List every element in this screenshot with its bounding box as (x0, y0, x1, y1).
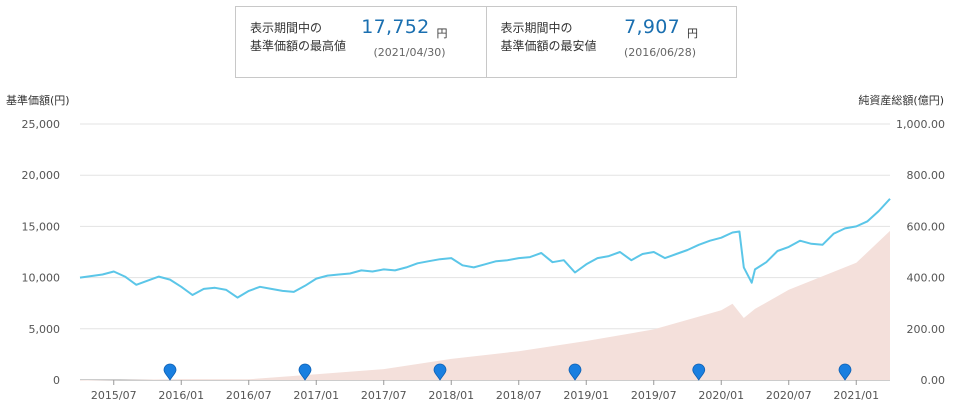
left-tick-label: 0 (53, 374, 60, 387)
marker-pin-icon (433, 363, 447, 381)
x-tick-label: 2017/01 (293, 389, 339, 402)
right-tick-label: 1,000.00 (896, 118, 945, 131)
left-tick-label: 15,000 (22, 220, 61, 233)
x-tick-label: 2020/07 (766, 389, 812, 402)
x-tick-label: 2020/01 (698, 389, 744, 402)
nav-line (79, 198, 891, 299)
marker-pin-icon (838, 363, 852, 381)
right-tick-label: 200.00 (907, 323, 946, 336)
right-tick-label: 0.00 (921, 374, 946, 387)
x-tick-label: 2019/07 (631, 389, 677, 402)
x-tick-label: 2017/07 (361, 389, 407, 402)
x-tick-label: 2016/01 (158, 389, 204, 402)
low-unit: 円 (687, 27, 698, 40)
low-value-cell: 表示期間中の 基準価額の最安値 7,907 円 (2016/06/28) (485, 7, 737, 77)
net-assets-area (80, 230, 890, 381)
x-tick-label: 2016/07 (226, 389, 272, 402)
marker-pin-icon (163, 363, 177, 381)
marker-pin-icon (568, 363, 582, 381)
summary-box: 表示期間中の 基準価額の最高値 17,752 円 (2021/04/30) 表示… (235, 6, 737, 78)
left-tick-label: 5,000 (29, 323, 61, 336)
right-axis-label: 純資産総額(億円) (858, 93, 944, 107)
high-date: (2021/04/30) (373, 46, 446, 59)
marker-pin-icon (298, 363, 312, 381)
high-label: 表示期間中の 基準価額の最高値 (250, 21, 347, 53)
left-axis-label: 基準価額(円) (6, 93, 70, 107)
left-tick-label: 25,000 (22, 118, 61, 131)
right-tick-label: 600.00 (907, 220, 946, 233)
left-tick-label: 10,000 (22, 272, 61, 285)
x-tick-label: 2015/07 (91, 389, 137, 402)
high-value-cell: 表示期間中の 基準価額の最高値 17,752 円 (2021/04/30) (236, 7, 486, 77)
marker-pin-icon (692, 363, 706, 381)
high-value: 17,752 (361, 16, 430, 38)
right-tick-label: 800.00 (907, 169, 946, 182)
x-tick-label: 2018/01 (428, 389, 474, 402)
right-tick-label: 400.00 (907, 272, 946, 285)
x-tick-label: 2021/01 (833, 389, 879, 402)
high-unit: 円 (436, 27, 448, 40)
x-tick-label: 2018/07 (496, 389, 542, 402)
low-value: 7,907 (624, 16, 680, 38)
low-label: 表示期間中の 基準価額の最安値 (500, 21, 597, 53)
x-tick-label: 2019/01 (563, 389, 609, 402)
left-tick-label: 20,000 (22, 169, 61, 182)
low-date: (2016/06/28) (624, 46, 696, 59)
